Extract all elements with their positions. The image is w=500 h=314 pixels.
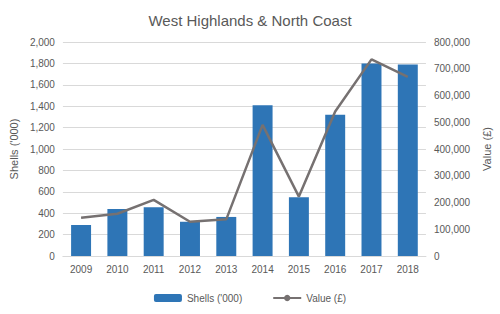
svg-text:600,000: 600,000 [434, 90, 471, 101]
svg-text:700,000: 700,000 [434, 63, 471, 74]
svg-text:1,800: 1,800 [30, 58, 55, 69]
svg-text:100,000: 100,000 [434, 224, 471, 235]
svg-text:300,000: 300,000 [434, 170, 471, 181]
svg-text:1,200: 1,200 [30, 122, 55, 133]
svg-text:2010: 2010 [106, 264, 129, 275]
svg-text:2011: 2011 [143, 264, 165, 275]
svg-text:Shells ('000): Shells ('000) [187, 293, 242, 304]
svg-text:400,000: 400,000 [434, 144, 471, 155]
svg-text:2014: 2014 [251, 264, 274, 275]
svg-text:800,000: 800,000 [434, 37, 471, 48]
svg-text:800: 800 [38, 165, 55, 176]
svg-text:1,600: 1,600 [30, 79, 55, 90]
svg-text:0: 0 [434, 251, 440, 262]
svg-text:500,000: 500,000 [434, 117, 471, 128]
svg-text:Value (£): Value (£) [306, 293, 346, 304]
svg-text:Value (£): Value (£) [481, 127, 493, 171]
svg-text:1,000: 1,000 [30, 144, 55, 155]
svg-text:West Highlands & North Coast: West Highlands & North Coast [148, 12, 352, 29]
svg-text:2012: 2012 [179, 264, 202, 275]
svg-text:2013: 2013 [215, 264, 238, 275]
svg-text:2016: 2016 [324, 264, 347, 275]
svg-text:2018: 2018 [397, 264, 420, 275]
svg-text:0: 0 [49, 251, 55, 262]
svg-text:200,000: 200,000 [434, 197, 471, 208]
svg-text:Shells ('000): Shells ('000) [8, 119, 20, 180]
svg-text:2017: 2017 [360, 264, 383, 275]
svg-text:2,000: 2,000 [30, 37, 55, 48]
svg-text:200: 200 [38, 229, 55, 240]
svg-text:1,400: 1,400 [30, 101, 55, 112]
svg-text:600: 600 [38, 186, 55, 197]
svg-text:2009: 2009 [70, 264, 93, 275]
svg-text:400: 400 [38, 208, 55, 219]
svg-text:2015: 2015 [288, 264, 311, 275]
